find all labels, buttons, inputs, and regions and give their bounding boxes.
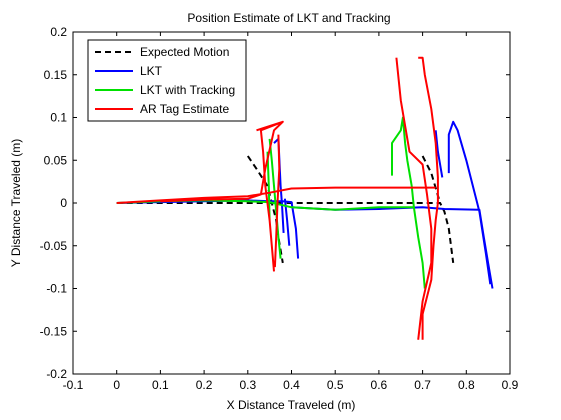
series-layer [116, 56, 494, 340]
y-tick-label: 0.05 [44, 153, 68, 167]
series-line-4 [116, 56, 439, 340]
x-tick-label: 0.1 [152, 378, 169, 392]
x-tick-label: 0.4 [283, 378, 300, 392]
x-axis-ticks: -0.1 0 0.1 0.2 0.3 0.4 0.5 0.6 0.7 0.8 0.9 [63, 32, 519, 392]
x-axis-label: X Distance Traveled (m) [227, 398, 356, 412]
x-tick-label: 0.7 [414, 378, 431, 392]
y-tick-label: -0.2 [46, 367, 67, 381]
y-axis-ticks: -0.2 -0.15 -0.1 -0.05 0 0.05 0.1 0.15 0.2 [40, 25, 510, 381]
x-tick-label: -0.1 [63, 378, 84, 392]
y-tick-label: -0.1 [46, 282, 67, 296]
legend: Expected Motion LKT LKT with Tracking AR Ta… [87, 39, 247, 122]
legend-box [87, 39, 247, 122]
legend-label-3: LKT with Tracking [140, 83, 235, 97]
x-tick-label: 0.6 [371, 378, 388, 392]
x-tick-label: 0 [113, 378, 120, 392]
series-line-3 [116, 116, 426, 289]
x-tick-label: 0.8 [458, 378, 475, 392]
x-tick-label: 0.5 [327, 378, 344, 392]
y-tick-label: 0.15 [44, 68, 68, 82]
chart-title: Position Estimate of LKT and Tracking [187, 11, 390, 25]
legend-label-4: AR Tag Estimate [140, 102, 229, 116]
y-tick-label: 0.1 [50, 111, 67, 125]
legend-label-2: LKT [140, 64, 163, 78]
y-axis-label: Y Distance Traveled (m) [9, 139, 23, 268]
y-tick-label: 0 [60, 196, 67, 210]
y-tick-label: -0.05 [40, 239, 68, 253]
x-tick-label: 0.2 [196, 378, 213, 392]
x-tick-label: 0.9 [502, 378, 519, 392]
legend-label-1: Expected Motion [140, 45, 229, 59]
x-tick-label: 0.3 [239, 378, 256, 392]
y-tick-label: -0.15 [40, 324, 68, 338]
y-tick-label: 0.2 [50, 25, 67, 39]
